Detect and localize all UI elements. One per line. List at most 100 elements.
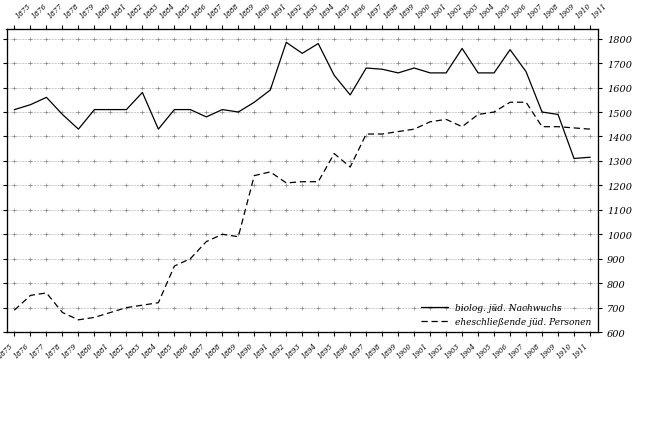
Point [521, 158, 531, 165]
Point [41, 280, 51, 287]
Point [457, 207, 467, 214]
Point [233, 329, 244, 336]
Point [457, 158, 467, 165]
Point [377, 231, 387, 238]
Point [505, 85, 515, 92]
Point [297, 134, 307, 141]
Point [361, 85, 371, 92]
Point [585, 329, 595, 336]
Point [121, 85, 131, 92]
Point [281, 109, 291, 116]
Point [265, 207, 276, 214]
Point [25, 134, 36, 141]
Point [345, 207, 356, 214]
Point [425, 158, 436, 165]
Point [585, 256, 595, 262]
Point [217, 256, 228, 262]
Point [569, 60, 579, 67]
Point [569, 85, 579, 92]
Point [377, 305, 387, 311]
Point [201, 36, 211, 43]
Point [25, 329, 36, 336]
Point [377, 256, 387, 262]
Point [169, 305, 179, 311]
Point [473, 231, 484, 238]
Point [553, 280, 564, 287]
Point [153, 231, 164, 238]
Point [169, 231, 179, 238]
Point [313, 207, 324, 214]
Point [217, 305, 228, 311]
Point [377, 109, 387, 116]
Point [201, 109, 211, 116]
Point [361, 256, 371, 262]
Point [345, 182, 356, 189]
Point [25, 256, 36, 262]
Point [409, 329, 419, 336]
Point [457, 85, 467, 92]
Point [105, 60, 116, 67]
Point [89, 109, 99, 116]
Point [185, 207, 196, 214]
Point [217, 109, 228, 116]
Point [425, 109, 436, 116]
Point [361, 158, 371, 165]
Point [329, 256, 339, 262]
Point [377, 134, 387, 141]
Point [329, 329, 339, 336]
Point [313, 305, 324, 311]
Point [441, 158, 451, 165]
Point [121, 158, 131, 165]
Point [521, 329, 531, 336]
Point [329, 305, 339, 311]
Point [521, 36, 531, 43]
Point [361, 109, 371, 116]
Point [9, 36, 20, 43]
Point [489, 109, 499, 116]
Point [9, 305, 20, 311]
Point [537, 182, 547, 189]
Point [249, 85, 259, 92]
Point [89, 280, 99, 287]
Point [153, 256, 164, 262]
Point [553, 60, 564, 67]
Point [89, 256, 99, 262]
Point [281, 280, 291, 287]
Point [233, 305, 244, 311]
Point [569, 256, 579, 262]
Point [121, 182, 131, 189]
Point [25, 231, 36, 238]
Point [297, 280, 307, 287]
Point [25, 85, 36, 92]
Point [265, 256, 276, 262]
Point [473, 134, 484, 141]
Point [105, 305, 116, 311]
Point [89, 134, 99, 141]
Point [137, 158, 148, 165]
Point [425, 207, 436, 214]
Point [73, 231, 84, 238]
Point [57, 158, 68, 165]
Point [281, 36, 291, 43]
Point [297, 109, 307, 116]
Point [553, 158, 564, 165]
Point [329, 207, 339, 214]
Point [57, 60, 68, 67]
Point [265, 305, 276, 311]
Point [73, 60, 84, 67]
Point [473, 207, 484, 214]
Point [361, 207, 371, 214]
Point [537, 36, 547, 43]
Point [201, 280, 211, 287]
Point [473, 36, 484, 43]
Point [521, 182, 531, 189]
Point [57, 182, 68, 189]
Point [457, 36, 467, 43]
Point [9, 329, 20, 336]
Point [297, 329, 307, 336]
Point [409, 182, 419, 189]
Point [569, 305, 579, 311]
Point [73, 134, 84, 141]
Point [329, 231, 339, 238]
Point [297, 231, 307, 238]
